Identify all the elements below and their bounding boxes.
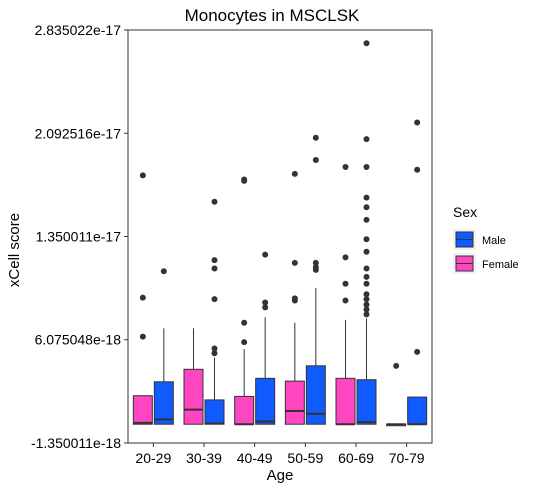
outlier-point (312, 157, 319, 164)
outlier-point (363, 194, 370, 201)
outlier-point (363, 296, 370, 303)
plot-area: -1.350011e-18 6.075048e-18 1.350011e-17 2.0… (31, 22, 433, 466)
y-tick-label: 2.092516e-17 (35, 125, 122, 141)
outlier-point (211, 345, 218, 352)
outlier-point (414, 348, 421, 355)
x-tick-label: 60-69 (338, 450, 374, 466)
outlier-point (241, 319, 248, 326)
outlier-point (211, 350, 218, 357)
outlier-point (363, 136, 370, 143)
y-tick-label: 1.350011e-17 (36, 228, 122, 244)
x-tick-label: 50-59 (287, 450, 323, 466)
outlier-point (262, 299, 269, 306)
outlier-point (139, 294, 146, 301)
outlier-point (211, 296, 218, 303)
outlier-point (211, 198, 218, 205)
legend-key-female (453, 253, 476, 274)
x-tick-label: 20-29 (135, 450, 171, 466)
outlier-point (241, 176, 248, 183)
outlier-point (363, 216, 370, 223)
y-tick-label: 2.835022e-17 (35, 22, 122, 38)
box-male (305, 365, 326, 425)
x-tick-label: 40-49 (237, 450, 273, 466)
outlier-point (211, 265, 218, 272)
legend-title: Sex (453, 204, 477, 220)
box-female (284, 380, 305, 425)
outlier-point (312, 134, 319, 141)
outlier-point (342, 163, 349, 170)
legend-label-male: Male (482, 235, 506, 247)
outlier-point (312, 264, 319, 271)
outlier-point (363, 291, 370, 298)
box-female (335, 377, 356, 425)
x-axis-label: Age (267, 467, 294, 484)
outlier-point (363, 306, 370, 313)
box-male (407, 396, 428, 425)
outlier-point (363, 40, 370, 47)
x-tick-label: 70-79 (389, 450, 425, 466)
outlier-point (363, 273, 370, 280)
outlier-point (342, 280, 349, 287)
outlier-point (414, 166, 421, 173)
outlier-point (363, 248, 370, 255)
box-male (153, 381, 174, 425)
legend-label-female: Female (482, 259, 519, 271)
legend-key-male (453, 229, 476, 250)
outlier-point (363, 236, 370, 243)
outlier-point (241, 339, 248, 346)
outlier-point (363, 280, 370, 287)
outlier-point (363, 311, 370, 318)
outlier-point (363, 204, 370, 211)
outlier-point (211, 257, 218, 264)
box-male (356, 379, 377, 425)
outlier-point (139, 333, 146, 340)
outlier-point (342, 297, 349, 304)
outlier-point (262, 304, 269, 311)
box-female (234, 395, 255, 425)
outlier-point (363, 265, 370, 272)
y-tick-label: -1.350011e-18 (31, 435, 121, 451)
outlier-point (291, 295, 298, 302)
outlier-point (393, 362, 400, 369)
outlier-point (342, 254, 349, 261)
box-male (255, 377, 276, 425)
outlier-point (363, 163, 370, 170)
outlier-point (160, 268, 167, 275)
box-female (132, 395, 153, 425)
y-tick-label: 6.075048e-18 (35, 332, 122, 348)
outlier-point (414, 119, 421, 126)
x-tick-label: 30-39 (186, 450, 222, 466)
outlier-point (139, 172, 146, 179)
outlier-point (363, 301, 370, 308)
outlier-point (312, 259, 319, 266)
legend: Sex Male Female (453, 204, 519, 274)
chart-title: Monocytes in MSCLSK (185, 6, 360, 25)
outlier-point (262, 251, 269, 258)
box-female (183, 368, 204, 425)
outlier-point (291, 170, 298, 177)
box-male (204, 399, 225, 425)
outlier-point (291, 259, 298, 266)
y-axis-label: xCell score (6, 213, 23, 287)
